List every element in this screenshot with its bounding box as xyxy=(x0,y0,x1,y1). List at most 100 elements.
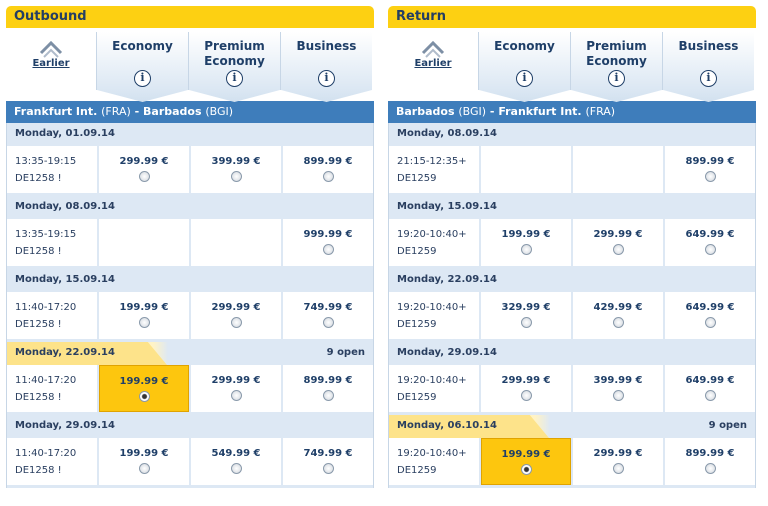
return-title: Return xyxy=(388,6,756,28)
flight-number: DE1259 xyxy=(397,392,437,403)
return-tab-business[interactable]: Business i xyxy=(662,32,754,90)
fare-radio[interactable] xyxy=(704,317,716,328)
fare-price: 199.99 € xyxy=(501,229,551,240)
flight-info: 19:20-10:40+ DE1259 xyxy=(389,292,479,339)
outbound-tab-business[interactable]: Business i xyxy=(280,32,372,90)
fare-unavailable xyxy=(191,219,281,266)
fare-option[interactable]: 199.99 € xyxy=(99,438,189,485)
day-date: Monday, 29.09.14 xyxy=(15,420,115,431)
fare-radio[interactable] xyxy=(230,317,242,328)
info-icon[interactable]: i xyxy=(134,70,151,87)
flight-row: 13:35-19:15 DE1258 ! 299.99 € 399.99 € 899.9… xyxy=(6,146,374,196)
info-icon[interactable]: i xyxy=(226,70,243,87)
flight-time: 11:40-17:20 xyxy=(15,302,77,313)
fare-option[interactable]: 299.99 € xyxy=(191,292,281,339)
fare-radio[interactable] xyxy=(612,390,624,401)
flight-row: 13:35-19:15 DE1258 ! 999.99 € xyxy=(6,219,374,269)
fare-unavailable xyxy=(481,146,571,193)
fare-price: 649.99 € xyxy=(685,375,735,386)
fare-radio[interactable] xyxy=(704,244,716,255)
info-icon[interactable]: i xyxy=(318,70,335,87)
outbound-tab-premium-economy[interactable]: Premium Economy i xyxy=(188,32,280,90)
fare-radio[interactable] xyxy=(322,317,334,328)
fare-option[interactable]: 749.99 € xyxy=(283,292,373,339)
seats-open-count: 9 open xyxy=(708,420,747,431)
fare-option[interactable]: 199.99 € xyxy=(99,365,189,412)
fare-radio[interactable] xyxy=(138,391,150,402)
flight-info: 19:20-10:40+ DE1259 xyxy=(389,219,479,266)
fare-option[interactable]: 649.99 € xyxy=(665,292,755,339)
fare-price: 299.99 € xyxy=(501,375,551,386)
fare-radio[interactable] xyxy=(138,317,150,328)
fare-radio[interactable] xyxy=(322,390,334,401)
fare-radio[interactable] xyxy=(520,244,532,255)
fare-radio[interactable] xyxy=(520,464,532,475)
flight-number: DE1259 xyxy=(397,465,437,476)
return-tab-premium-economy[interactable]: Premium Economy i xyxy=(570,32,662,90)
fare-option[interactable]: 899.99 € xyxy=(283,146,373,193)
fare-option[interactable]: 299.99 € xyxy=(191,365,281,412)
fare-radio[interactable] xyxy=(138,171,150,182)
outbound-class-header: Earlier Economy i Premium Economy i Busi… xyxy=(6,28,374,101)
fare-radio[interactable] xyxy=(520,390,532,401)
fare-option[interactable]: 899.99 € xyxy=(665,438,755,485)
fare-option[interactable]: 199.99 € xyxy=(481,438,571,485)
fare-option[interactable]: 299.99 € xyxy=(481,365,571,412)
fare-option[interactable]: 299.99 € xyxy=(573,438,663,485)
fare-radio[interactable] xyxy=(138,463,150,474)
fare-option[interactable]: 999.99 € xyxy=(283,219,373,266)
fare-option[interactable]: 549.99 € xyxy=(191,438,281,485)
fare-option[interactable]: 399.99 € xyxy=(191,146,281,193)
fare-option[interactable]: 899.99 € xyxy=(283,365,373,412)
fare-radio[interactable] xyxy=(230,171,242,182)
outbound-class-label: Economy xyxy=(112,39,173,53)
flight-info: 19:20-10:40+ DE1259 xyxy=(389,438,479,485)
fare-price: 899.99 € xyxy=(685,448,735,459)
fare-option[interactable]: 749.99 € xyxy=(283,438,373,485)
route-destination: Barbados xyxy=(143,105,202,118)
info-icon[interactable]: i xyxy=(516,70,533,87)
fare-radio[interactable] xyxy=(704,390,716,401)
selected-day-tab xyxy=(7,342,167,365)
fare-option[interactable]: 199.99 € xyxy=(99,292,189,339)
return-tab-economy[interactable]: Economy i xyxy=(478,32,570,90)
fare-option[interactable]: 299.99 € xyxy=(573,219,663,266)
fare-radio[interactable] xyxy=(704,171,716,182)
fare-price: 299.99 € xyxy=(119,156,169,167)
chevron-up-icon xyxy=(39,40,63,58)
day-date: Monday, 08.09.14 xyxy=(397,128,497,139)
fare-price: 199.99 € xyxy=(119,302,169,313)
fare-option[interactable]: 649.99 € xyxy=(665,219,755,266)
outbound-earlier-button[interactable]: Earlier xyxy=(6,28,96,101)
info-icon[interactable]: i xyxy=(700,70,717,87)
fare-radio[interactable] xyxy=(322,171,334,182)
fare-radio[interactable] xyxy=(612,244,624,255)
fare-radio[interactable] xyxy=(612,317,624,328)
fare-option[interactable]: 329.99 € xyxy=(481,292,571,339)
seats-open-count: 9 open xyxy=(326,347,365,358)
fare-radio[interactable] xyxy=(322,463,334,474)
fare-radio[interactable] xyxy=(322,244,334,255)
day-header: Monday, 22.09.14 xyxy=(388,269,756,292)
fare-option[interactable]: 649.99 € xyxy=(665,365,755,412)
day-date: Monday, 22.09.14 xyxy=(15,347,115,358)
fare-price: 299.99 € xyxy=(211,375,261,386)
flight-number: DE1259 xyxy=(397,319,437,330)
flight-time: 19:20-10:40+ xyxy=(397,302,467,313)
fare-option[interactable]: 899.99 € xyxy=(665,146,755,193)
fare-radio[interactable] xyxy=(230,463,242,474)
fare-option[interactable]: 429.99 € xyxy=(573,292,663,339)
flight-row: 11:40-17:20 DE1258 ! 199.99 € 299.99 € 899.9… xyxy=(6,365,374,415)
info-icon[interactable]: i xyxy=(608,70,625,87)
fare-radio[interactable] xyxy=(612,463,624,474)
fare-price: 299.99 € xyxy=(593,229,643,240)
fare-option[interactable]: 199.99 € xyxy=(481,219,571,266)
fare-radio[interactable] xyxy=(520,317,532,328)
fare-radio[interactable] xyxy=(230,390,242,401)
return-earlier-button[interactable]: Earlier xyxy=(388,28,478,101)
fare-radio[interactable] xyxy=(704,463,716,474)
flight-row: 11:40-17:20 DE1258 ! 199.99 € 549.99 € 749.9… xyxy=(6,438,374,488)
fare-option[interactable]: 299.99 € xyxy=(99,146,189,193)
fare-option[interactable]: 399.99 € xyxy=(573,365,663,412)
outbound-tab-economy[interactable]: Economy i xyxy=(96,32,188,90)
